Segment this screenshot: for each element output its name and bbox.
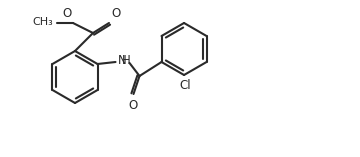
Text: N: N: [117, 54, 126, 68]
Text: Cl: Cl: [179, 79, 191, 92]
Text: O: O: [63, 7, 72, 20]
Text: O: O: [128, 99, 137, 112]
Text: O: O: [111, 7, 120, 20]
Text: CH₃: CH₃: [32, 17, 53, 27]
Text: H: H: [122, 54, 130, 68]
